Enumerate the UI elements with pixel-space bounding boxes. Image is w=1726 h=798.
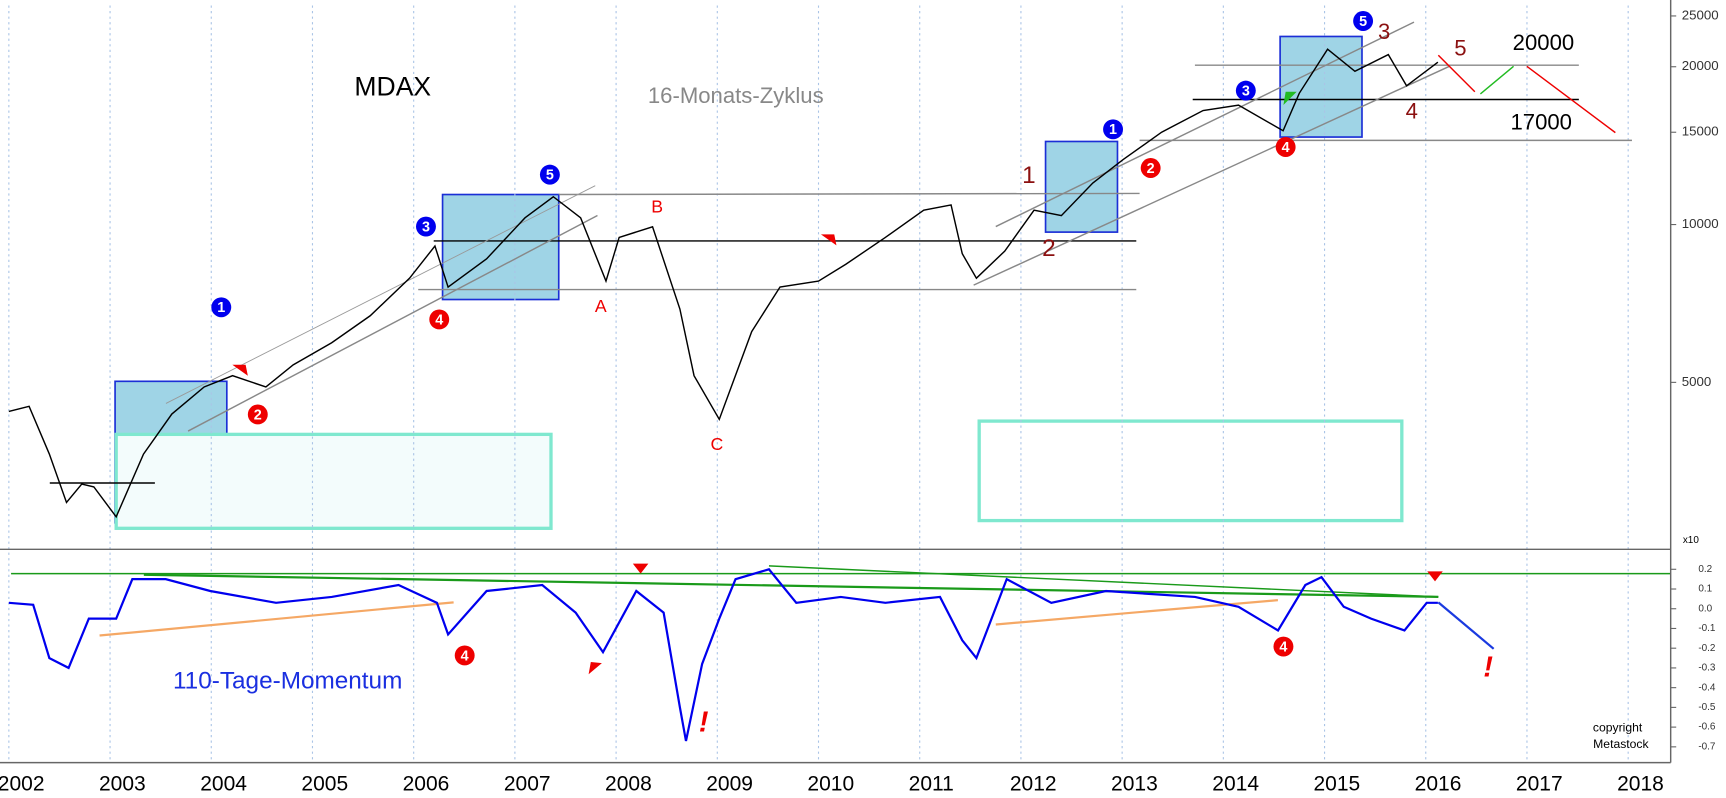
x-tick-label: 2016 — [1415, 772, 1462, 795]
wave-marker-label: 3 — [1242, 84, 1250, 100]
wave-marker — [539, 164, 560, 185]
wave-marker — [1103, 119, 1124, 140]
x-tick-label: 2005 — [301, 772, 348, 795]
y-tick-label: -0.2 — [1698, 643, 1716, 654]
wave-marker — [416, 216, 436, 237]
wave-marker-label: 1 — [1109, 122, 1117, 138]
wave-marker — [454, 645, 475, 666]
y-tick-label: -0.1 — [1698, 623, 1716, 634]
y-tick-label: 0.0 — [1698, 603, 1712, 614]
annotation: 4 — [1406, 99, 1418, 124]
annotation: 5 — [1454, 36, 1466, 61]
series-line — [8, 48, 1439, 519]
wave-marker — [1275, 137, 1296, 157]
x-tick-label: 2010 — [807, 772, 854, 795]
annotation: 2 — [1042, 235, 1056, 262]
wave-marker — [1235, 80, 1256, 101]
chart-title: 110-Tage-Momentum — [173, 667, 402, 694]
annotation: 3 — [1378, 19, 1390, 44]
wave-marker — [1353, 11, 1374, 31]
wave-marker — [429, 309, 450, 330]
annotation: Metastock — [1593, 737, 1649, 751]
x-tick-label: 2009 — [706, 772, 753, 795]
y-tick-label: -0.3 — [1698, 663, 1716, 674]
x-tick-label: 2003 — [99, 772, 146, 795]
wave-marker-label: 4 — [435, 312, 443, 328]
grid — [8, 5, 1677, 763]
wave-marker — [1273, 636, 1294, 657]
wave-marker-label: 1 — [217, 300, 225, 316]
plot: 5000 10000 15000 20000 25000 MDAX 16-Monats-Zy… — [0, 7, 1719, 795]
x-tick-label: 2015 — [1313, 772, 1360, 795]
y-tick-label: 25000 — [1682, 7, 1719, 22]
subtitle: 16-Monats-Zyklus — [648, 83, 824, 108]
x-tick-label: 2014 — [1212, 772, 1259, 795]
x-tick-label: 2017 — [1516, 772, 1563, 795]
y-tick-label: 10000 — [1682, 216, 1719, 231]
trend-lines — [0, 0, 1672, 764]
wave-marker — [1140, 158, 1161, 178]
x-tick-label: 2018 — [1617, 772, 1664, 795]
x-tick-label: 2007 — [504, 772, 551, 795]
wave-marker-label: 4 — [1282, 140, 1290, 156]
y-tick-label: 0.2 — [1698, 564, 1712, 575]
annotation: ! — [1483, 651, 1493, 683]
wave-marker — [211, 297, 232, 318]
y-tick-label: 15000 — [1682, 124, 1719, 139]
x-tick-label: 2011 — [909, 772, 954, 795]
y-tick-label: -0.6 — [1698, 722, 1716, 733]
wave-marker-label: 3 — [422, 219, 430, 235]
chart-title: MDAX — [354, 71, 431, 101]
y-tick-label: -0.5 — [1698, 702, 1716, 713]
y-tick-label: -0.4 — [1698, 682, 1716, 693]
annotation: C — [711, 434, 724, 454]
x-tick-label: 2012 — [1010, 772, 1057, 795]
x-tick-label: 2004 — [200, 772, 247, 795]
wave-marker-label: 4 — [461, 648, 469, 664]
y-tick-label: 0.1 — [1698, 584, 1712, 595]
annotation: B — [651, 196, 663, 216]
wave-marker-label: 2 — [1147, 161, 1155, 177]
annotation: 17000 — [1510, 110, 1572, 135]
axis-note: x10 — [1683, 535, 1700, 546]
x-tick-label: 2008 — [605, 772, 652, 795]
x-tick-label: 2002 — [0, 772, 45, 795]
cycle-boxes — [114, 35, 1404, 530]
annotation: 1 — [1022, 162, 1036, 189]
wave-marker-label: 5 — [1359, 14, 1367, 30]
y-tick-label: 20000 — [1682, 58, 1719, 73]
annotation: ! — [699, 707, 709, 739]
x-tick-label: 2006 — [403, 772, 450, 795]
wave-marker-label: 2 — [254, 407, 262, 423]
annotation: 20000 — [1513, 30, 1575, 55]
wave-marker-label: 4 — [1279, 639, 1287, 655]
y-tick-label: 5000 — [1682, 374, 1712, 389]
series-line — [8, 568, 1438, 742]
wave-marker — [247, 404, 268, 425]
annotation: copyright — [1593, 721, 1643, 735]
x-tick-label: 2013 — [1111, 772, 1158, 795]
wave-marker-label: 5 — [546, 168, 554, 184]
y-tick-label: -0.7 — [1698, 741, 1716, 752]
annotation: A — [595, 296, 607, 316]
